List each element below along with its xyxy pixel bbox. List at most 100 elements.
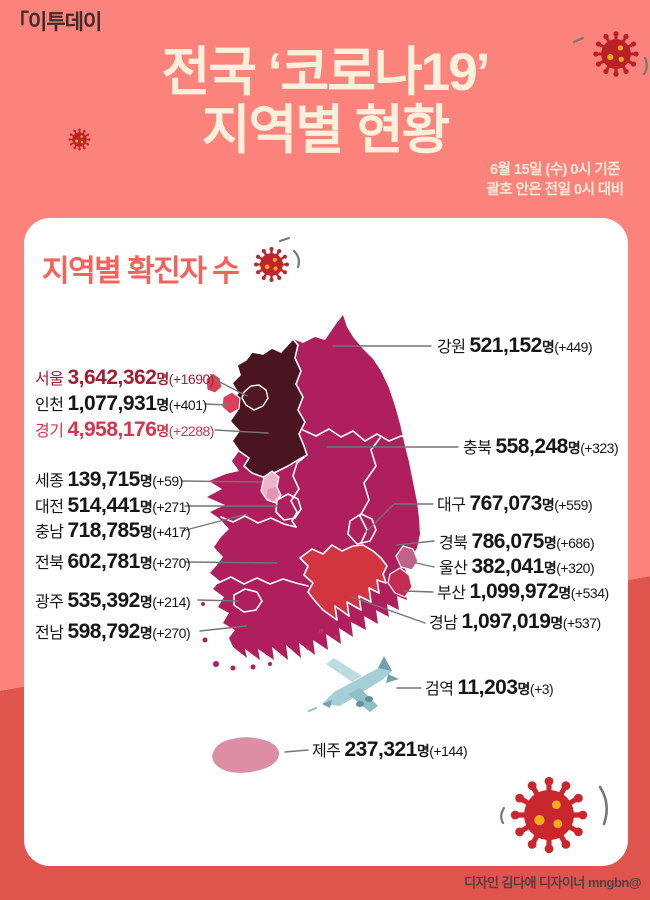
region-value: 139,715 — [67, 468, 140, 491]
date-line-1: 6월 15일 (수) 0시 기준 — [489, 162, 621, 178]
region-delta: (+417) — [152, 524, 191, 540]
region-delta: (+1690) — [168, 371, 215, 387]
stat-busan: 부산 1,099,972 명 (+534) — [437, 579, 609, 605]
stat-jeonnam: 전남 598,792 명 (+270) — [35, 619, 191, 645]
region-delta: (+320) — [556, 560, 595, 576]
region-delta: (+214) — [152, 594, 191, 610]
connector-ulsan — [415, 562, 435, 568]
region-name: 경기 — [35, 423, 64, 440]
map-region-gwangju — [233, 588, 263, 613]
region-value: 1,077,931 — [67, 392, 157, 415]
region-unit: 명 — [550, 615, 563, 631]
region-unit: 명 — [541, 497, 555, 513]
border-jeonbuk-north — [220, 515, 297, 528]
region-delta: (+559) — [554, 497, 593, 513]
connector-gyeongnam — [351, 596, 426, 624]
region-name: 대구 — [437, 497, 466, 514]
stat-gyeonggi: 경기 4,958,176 명 (+2288) — [35, 417, 214, 443]
region-value: 514,441 — [67, 494, 140, 517]
stat-quarantine: 검역 11,203 명 (+3) — [425, 675, 554, 701]
region-unit: 명 — [139, 499, 153, 515]
stat-chungbuk: 충북 558,248 명 (+323) — [463, 434, 619, 460]
virus-arc-heading — [292, 249, 300, 269]
connector-gwangju — [197, 599, 239, 602]
card-heading: 지역별 확진자 수 — [42, 255, 240, 288]
stat-jeonbuk: 전북 602,781 명 (+270) — [35, 549, 191, 575]
region-delta: (+270) — [152, 625, 191, 641]
map-region-incheon-coast — [221, 391, 241, 415]
connector-gyeonggi — [214, 429, 269, 434]
virus-dash-heading — [278, 236, 291, 243]
connector-jeonbuk — [184, 561, 278, 564]
region-value: 1,099,972 — [469, 580, 559, 603]
connector-sejong — [181, 480, 263, 483]
region-name: 경북 — [439, 535, 468, 552]
region-value: 1,097,019 — [461, 610, 551, 633]
connector-seoul — [209, 376, 248, 397]
region-delta: (+3) — [529, 681, 554, 697]
connector-jeonnam — [199, 625, 247, 632]
virus-icon-bottom — [511, 777, 587, 853]
stat-incheon: 인천 1,077,931 명 (+401) — [35, 391, 207, 417]
region-name: 전남 — [35, 625, 64, 642]
region-delta: (+59) — [152, 473, 183, 489]
region-value: 767,073 — [469, 492, 542, 515]
region-value: 602,781 — [67, 550, 140, 573]
virus-dash-top — [572, 36, 585, 44]
region-unit: 명 — [156, 371, 169, 387]
title-line-2: 지역별 현황 — [201, 101, 451, 160]
region-unit: 명 — [567, 440, 581, 456]
stat-chungnam: 충남 718,785 명 (+417) — [35, 518, 191, 544]
map-region-daejeon — [275, 493, 302, 521]
date-basis: 6월 15일 (수) 0시 기준 괄호 안은 전일 0시 대비 — [470, 160, 640, 200]
region-value: 382,041 — [471, 555, 544, 578]
region-delta: (+271) — [152, 499, 191, 515]
stat-jeju: 제주 237,321 명 (+144) — [312, 737, 468, 763]
border-jeonnam-north — [205, 576, 309, 587]
map-region-ulsan — [395, 545, 419, 571]
connector-jeju — [284, 749, 309, 753]
map-islands — [201, 602, 338, 671]
region-name: 검역 — [425, 681, 454, 698]
title-line-1: 전국 ‘코로나19’ — [161, 43, 491, 102]
region-unit: 명 — [541, 339, 555, 355]
region-value: 598,792 — [67, 620, 140, 643]
region-unit: 명 — [139, 473, 153, 489]
design-credit: 디자인 김다애 디자이너 mngbn@ — [464, 875, 641, 890]
region-delta: (+686) — [556, 535, 595, 551]
region-name: 세종 — [35, 473, 64, 490]
date-line-2: 괄호 안은 전일 0시 대비 — [486, 182, 624, 198]
stat-gyeongbuk: 경북 786,075 명 (+686) — [439, 529, 595, 555]
connector-busan — [403, 590, 434, 593]
region-value: 11,203 — [457, 676, 518, 699]
stat-seoul: 서울 3,642,362 명 (+1690) — [35, 365, 214, 391]
region-delta: (+144) — [429, 743, 468, 759]
map-region-sejong-inner — [266, 487, 279, 501]
stat-ulsan: 울산 382,041 명 (+320) — [439, 554, 595, 580]
airplane-icon — [308, 656, 399, 712]
region-unit: 명 — [416, 743, 430, 759]
region-name: 충북 — [463, 440, 492, 457]
virus-arc-bottom-right — [598, 785, 609, 826]
virus-icon-small-left — [67, 127, 92, 152]
map-region-busan — [387, 567, 413, 598]
region-value: 718,785 — [67, 519, 140, 542]
region-name: 충남 — [35, 524, 64, 541]
stat-daegu: 대구 767,073 명 (+559) — [437, 491, 593, 517]
border-chungbuk-east — [359, 437, 381, 544]
region-delta: (+534) — [570, 585, 609, 601]
stat-daejeon: 대전 514,441 명 (+271) — [35, 493, 191, 519]
connector-gyeongbuk — [396, 540, 435, 546]
stat-gyeongnam: 경남 1,097,019 명 (+537) — [429, 609, 601, 635]
map-region-gyeongnam — [299, 544, 388, 621]
border-gangwon-south — [302, 428, 415, 442]
region-name: 전북 — [35, 555, 64, 572]
page-title: 전국 ‘코로나19’ 지역별 현황 — [0, 44, 650, 160]
region-delta: (+537) — [562, 615, 601, 631]
region-name: 제주 — [312, 743, 341, 760]
map-region-seoul — [241, 384, 269, 411]
virus-arc-bottom-left — [500, 806, 506, 825]
region-name: 서울 — [35, 371, 64, 388]
region-value: 3,642,362 — [67, 366, 157, 389]
